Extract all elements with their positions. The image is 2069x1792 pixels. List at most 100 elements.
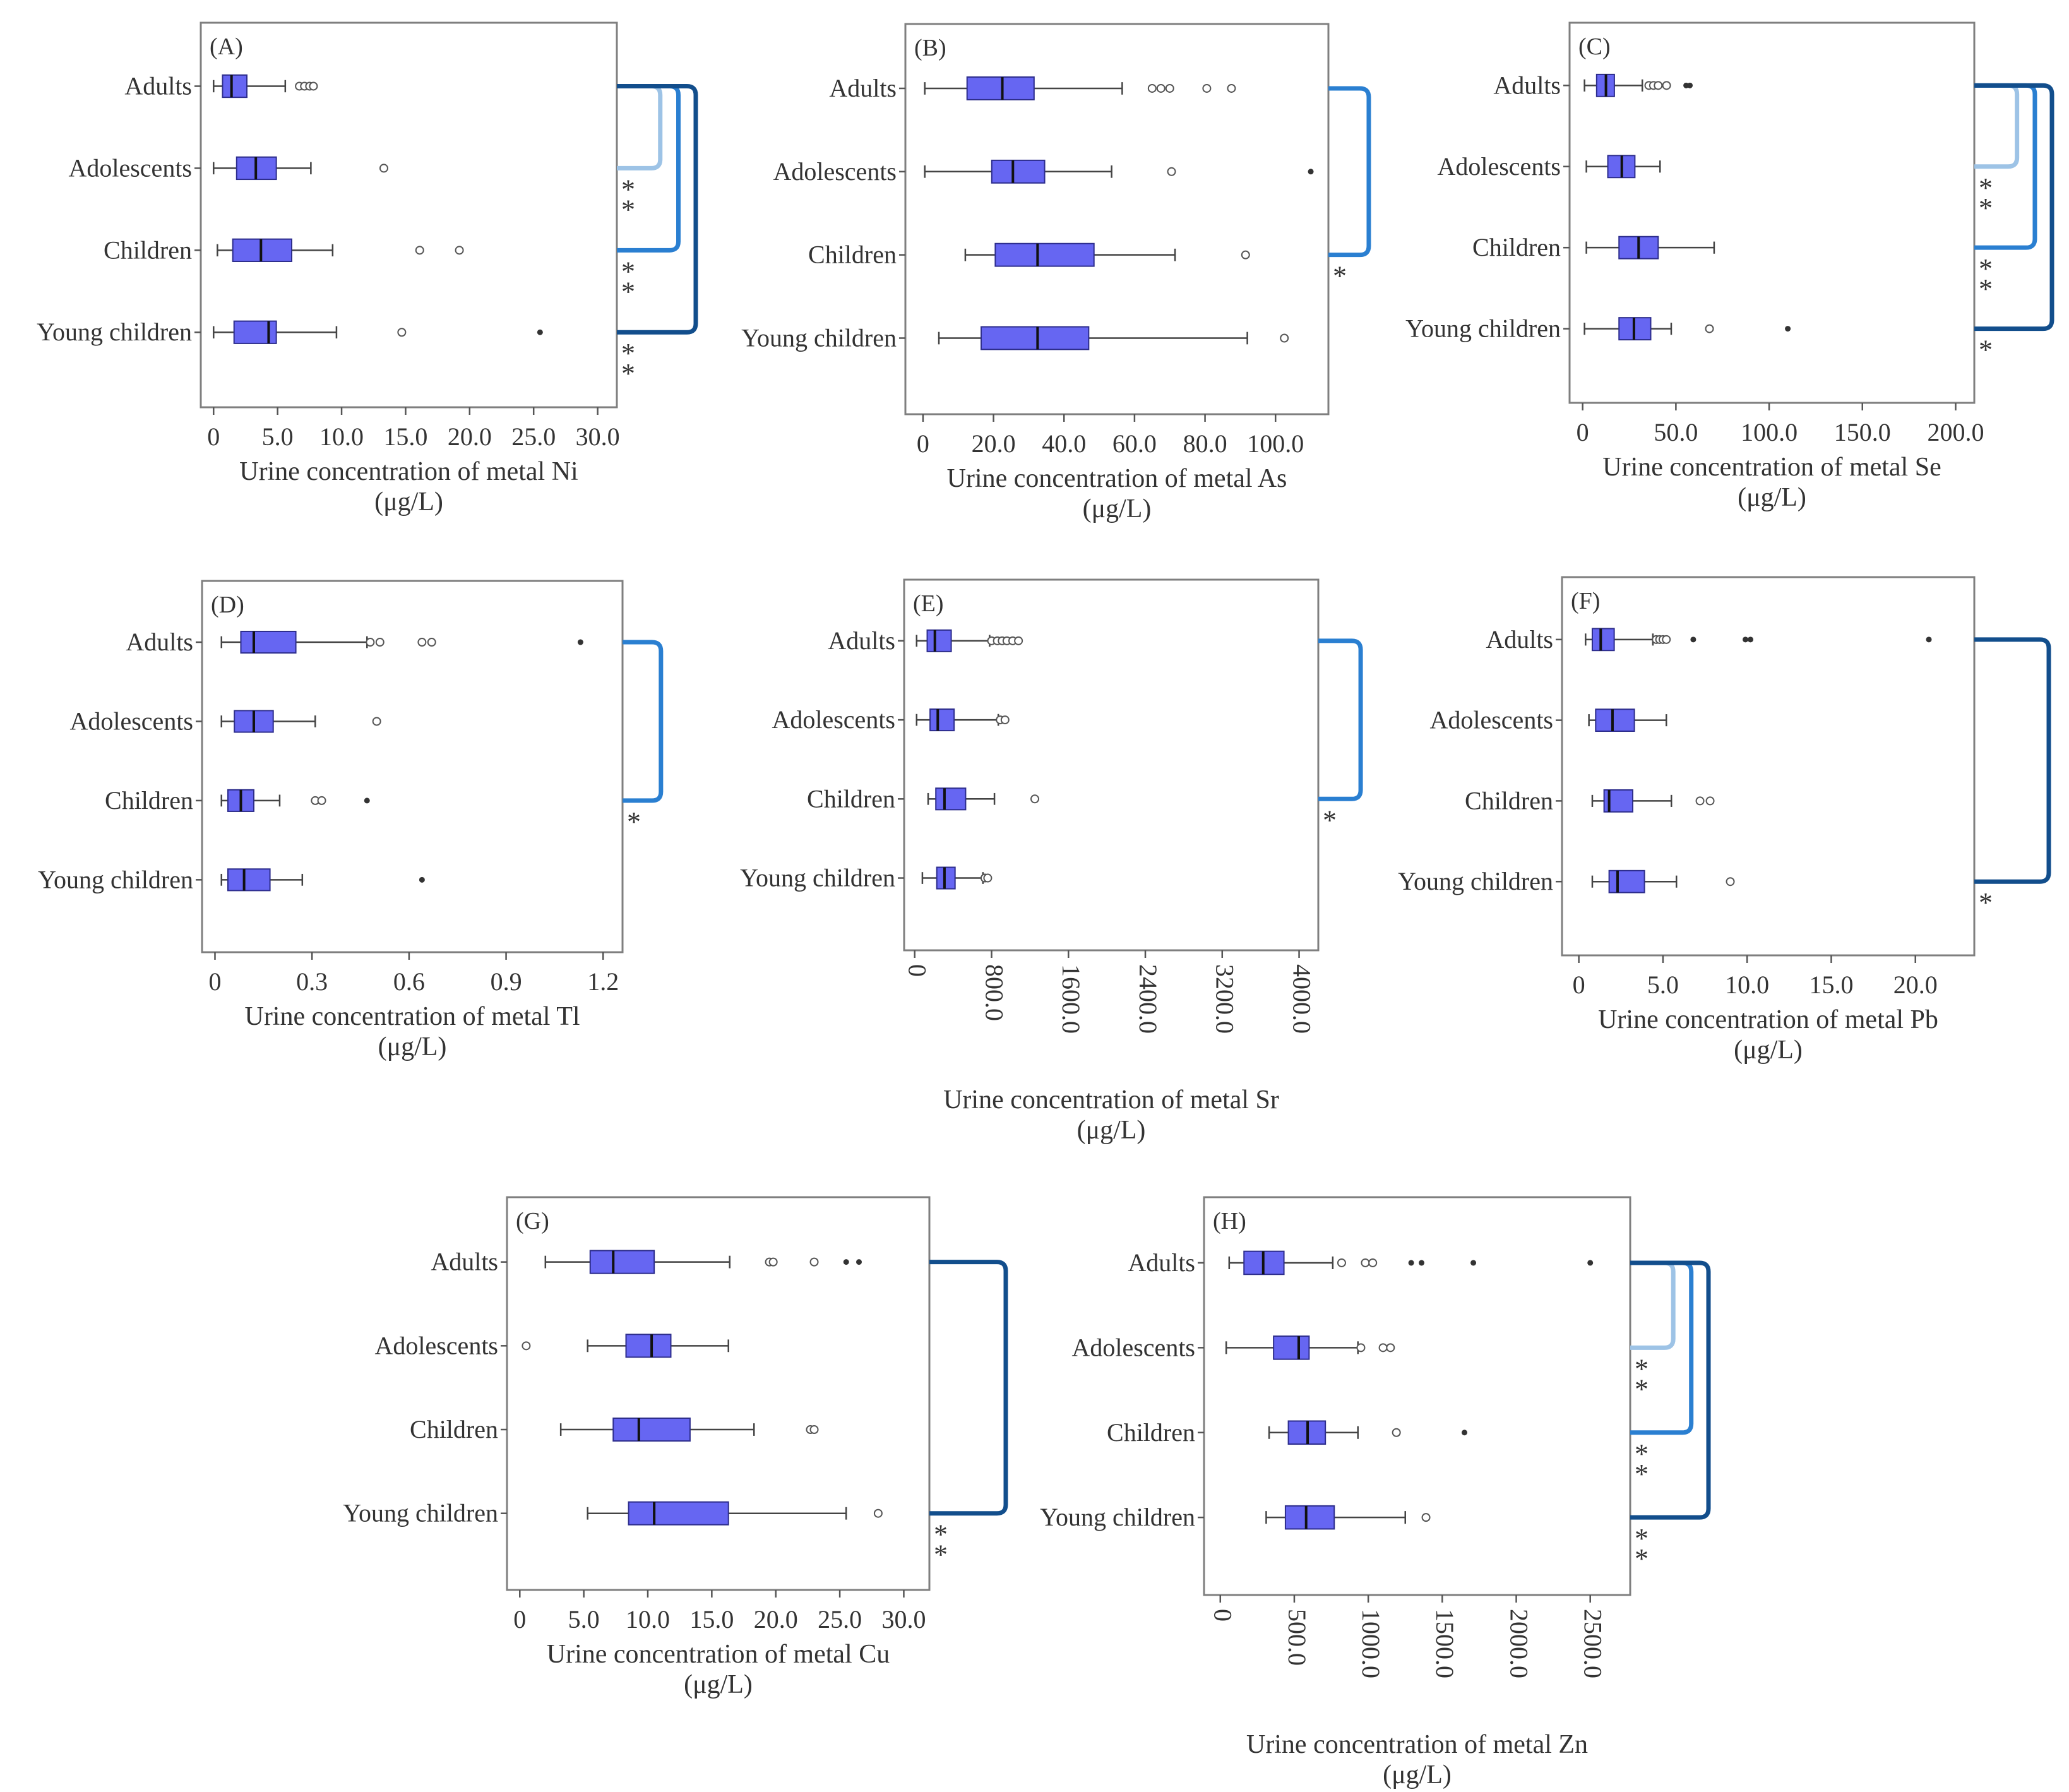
outlier-point: [427, 638, 436, 647]
extreme-point: [1743, 636, 1749, 643]
iqr-box: [1595, 708, 1635, 732]
x-tick-label: 40.0: [1042, 429, 1086, 458]
x-tick-label: 1000.0: [1357, 1609, 1385, 1678]
significance-bracket: [929, 1260, 1008, 1516]
significance-star: *: [1979, 172, 1993, 203]
x-axis-unit: (μg/L): [1734, 1036, 1803, 1065]
panel-d: (D) Adults Adolescents Children Young childr…: [38, 580, 664, 1061]
outlier-point: [317, 796, 326, 805]
extreme-point: [1462, 1430, 1467, 1436]
category-label: Children: [808, 241, 897, 269]
category-label: Young children: [1040, 1503, 1195, 1531]
extreme-point: [419, 876, 425, 883]
x-tick-label: 0: [1577, 418, 1589, 446]
outlier-point: [1695, 796, 1705, 806]
x-tick-label: 5.0: [262, 422, 294, 451]
box-adults: [220, 630, 583, 654]
iqr-box: [981, 326, 1090, 350]
significance-bracket: [617, 83, 698, 335]
x-tick-label: 0: [513, 1605, 526, 1634]
x-tick-label: 0: [208, 967, 221, 996]
iqr-box: [1284, 1505, 1335, 1530]
significance-star: *: [1635, 1438, 1649, 1469]
significance-star: *: [1333, 261, 1347, 292]
category-label: Adults: [1486, 625, 1553, 654]
box-young-children: [921, 866, 993, 890]
x-tick-label: 0: [903, 964, 932, 977]
x-axis-title: Urine concentration of metal Zn: [1246, 1730, 1588, 1759]
category-label: Adults: [124, 71, 192, 100]
category-label: Adults: [829, 74, 897, 102]
significance-star: *: [1979, 335, 1993, 366]
outlier-point: [455, 246, 464, 255]
extreme-point: [537, 329, 543, 335]
x-tick-label: 15.0: [383, 422, 427, 451]
x-tick-label: 500.0: [1283, 1609, 1311, 1666]
iqr-box: [966, 76, 1035, 100]
significance-star: *: [1979, 253, 1993, 284]
outlier-point: [1000, 715, 1010, 725]
category-label: Children: [104, 236, 192, 264]
outlier-point: [1356, 1343, 1366, 1353]
panel-f: (F) Adults Adolescents Children Young childr…: [1398, 576, 2051, 1065]
box-children: [1268, 1420, 1467, 1445]
x-tick-label: 5.0: [568, 1605, 600, 1634]
box-children: [220, 789, 370, 812]
extreme-point: [1690, 636, 1696, 643]
x-axis-title: Urine concentration of metal Cu: [547, 1640, 890, 1669]
iqr-box: [232, 238, 292, 262]
x-tick-label: 15.0: [1809, 971, 1853, 999]
outlier-point: [1421, 1513, 1431, 1522]
x-axis-unit: (μg/L): [1383, 1760, 1452, 1789]
panel-g: (G) Adults Adolescents Children Young childr…: [343, 1196, 1008, 1699]
x-tick-label: 2400.0: [1134, 964, 1162, 1034]
outlier-point: [1280, 333, 1289, 343]
box-adolescents: [924, 159, 1314, 184]
x-tick-label: 80.0: [1183, 429, 1227, 458]
extreme-point: [1419, 1260, 1425, 1266]
significance-star: *: [621, 338, 635, 369]
x-tick-label: 10.0: [319, 422, 364, 451]
category-label: Adults: [1128, 1248, 1195, 1277]
category-label: Adolescents: [1429, 706, 1553, 734]
category-label: Young children: [740, 864, 895, 892]
panel-h: (H) Adults Adolescents Children Young childr…: [1040, 1196, 1711, 1789]
x-tick-label: 0.6: [393, 967, 425, 996]
iqr-box: [929, 708, 955, 732]
category-label: Children: [105, 786, 193, 815]
iqr-box: [936, 866, 956, 890]
panel-e: (E) Adults Adolescents Children Young childr…: [740, 578, 1363, 1145]
box-adolescents: [1225, 1335, 1395, 1360]
significance-star: *: [621, 174, 635, 205]
x-axis-unit: (μg/L): [378, 1032, 447, 1061]
category-label: Children: [1465, 786, 1553, 815]
outlier-point: [1241, 250, 1250, 260]
category-label: Young children: [1405, 314, 1561, 343]
x-axis-unit: (μg/L): [374, 487, 443, 517]
category-label: Adults: [828, 626, 895, 655]
iqr-box: [1608, 869, 1645, 893]
x-axis-unit: (μg/L): [1083, 494, 1152, 523]
panel-label: (F): [1571, 588, 1600, 614]
panel-c: (C) Adults Adolescents Children Young childr…: [1405, 21, 2054, 512]
outlier-point: [1392, 1428, 1401, 1437]
x-axis-unit: (μg/L): [1077, 1116, 1146, 1145]
extreme-point: [1587, 1260, 1594, 1266]
category-label: Young children: [37, 318, 192, 346]
box-young-children: [1591, 869, 1735, 893]
box-adults: [1583, 73, 1693, 97]
x-tick-label: 20.0: [754, 1605, 798, 1634]
panel-label: (A): [210, 33, 243, 60]
box-young-children: [1265, 1505, 1431, 1530]
significance-bracket: [1328, 86, 1371, 258]
iqr-box: [589, 1250, 655, 1274]
x-axis-unit: (μg/L): [1738, 483, 1806, 512]
significance-star: *: [1323, 804, 1337, 835]
panel-b: (B) Adults Adolescents Children Young childr…: [741, 23, 1371, 523]
significance-star: *: [1979, 193, 1993, 224]
x-tick-label: 60.0: [1112, 429, 1157, 458]
x-tick-label: 100.0: [1247, 429, 1304, 458]
x-tick-label: 20.0: [972, 429, 1016, 458]
x-tick-label: 30.0: [881, 1605, 926, 1634]
extreme-point: [577, 639, 583, 645]
